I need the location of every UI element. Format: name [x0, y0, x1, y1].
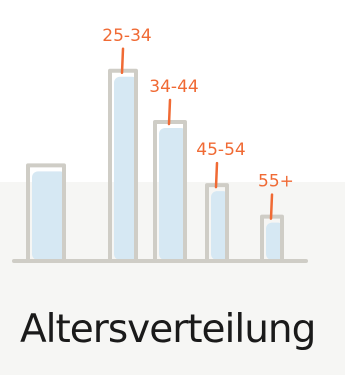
bar-1 [26, 163, 66, 262]
labels-group: 25-34 34-44 45-54 55+ [102, 26, 294, 220]
bar-45-54-label: 45-54 [196, 140, 245, 160]
bar-45-54-tick [214, 161, 219, 189]
bar-55-plus-tick [269, 193, 274, 220]
bar-1-fill [32, 171, 66, 260]
bar-34-44-tick [167, 98, 172, 126]
bar-55-plus-label: 55+ [258, 172, 294, 192]
bar-25-34-fill [114, 76, 138, 261]
bar-34-44-fill [159, 128, 187, 260]
chart-title: Altersverteilung [20, 307, 315, 352]
bars-group [26, 68, 284, 262]
bar-25-34-label: 25-34 [102, 26, 151, 46]
bar-25-34-tick [120, 47, 125, 75]
bar-55-plus-fill [266, 222, 284, 260]
bar-34-44-label: 34-44 [149, 77, 198, 97]
bar-45-54-fill [211, 191, 229, 260]
